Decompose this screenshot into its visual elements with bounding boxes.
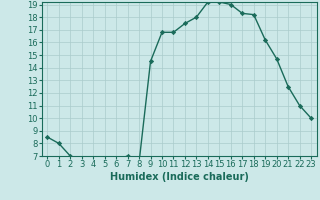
X-axis label: Humidex (Indice chaleur): Humidex (Indice chaleur) — [110, 172, 249, 182]
